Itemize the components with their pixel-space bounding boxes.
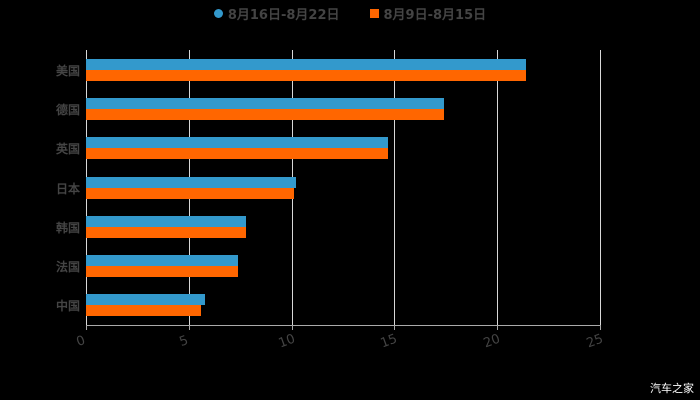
plot-area <box>86 50 601 325</box>
gridline <box>497 50 499 325</box>
gridline <box>394 50 396 325</box>
gridline <box>600 50 601 325</box>
legend-item-series-2[interactable]: 8月9日-8月15日 <box>369 4 487 23</box>
bar[interactable] <box>86 255 239 267</box>
x-tick <box>497 325 499 330</box>
x-tick <box>394 325 396 330</box>
x-tick <box>291 325 293 330</box>
x-tick <box>188 325 190 330</box>
category-label: 英国 <box>55 142 80 157</box>
bar[interactable] <box>86 58 526 70</box>
legend-label: 8月9日-8月15日 <box>383 8 487 23</box>
category-label: 德国 <box>55 102 80 117</box>
x-tick-label: 5 <box>177 333 191 350</box>
bar[interactable] <box>86 148 389 160</box>
category-label: 日本 <box>55 181 80 196</box>
legend-item-series-1[interactable]: 8月16日-8月22日 <box>213 4 340 23</box>
watermark: 汽车之家 <box>650 382 694 395</box>
x-tick-label: 15 <box>379 331 400 352</box>
bar[interactable] <box>86 69 526 81</box>
bar[interactable] <box>86 108 444 120</box>
category-label: 法国 <box>55 260 80 275</box>
bar[interactable] <box>86 226 247 238</box>
x-tick <box>600 325 601 330</box>
bar[interactable] <box>86 97 444 109</box>
category-label: 美国 <box>55 63 80 78</box>
category-label: 韩国 <box>55 220 80 235</box>
chart-legend: 8月16日-8月22日 8月9日-8月15日 <box>0 4 700 23</box>
x-axis-line <box>86 325 600 326</box>
circle-marker-icon <box>213 9 223 18</box>
bar[interactable] <box>86 215 247 227</box>
x-tick <box>86 325 87 330</box>
bar[interactable] <box>86 187 294 199</box>
bar[interactable] <box>86 294 206 306</box>
bar[interactable] <box>86 176 296 188</box>
x-tick-label: 20 <box>481 331 503 352</box>
square-marker-icon <box>369 9 379 18</box>
bar[interactable] <box>86 305 202 317</box>
category-label: 中国 <box>55 299 80 314</box>
bar[interactable] <box>86 266 239 278</box>
x-tick-label: 0 <box>74 333 88 350</box>
bar[interactable] <box>86 137 389 149</box>
x-tick-label: 25 <box>584 331 606 352</box>
legend-label: 8月16日-8月22日 <box>227 8 340 23</box>
x-tick-label: 10 <box>276 331 297 352</box>
